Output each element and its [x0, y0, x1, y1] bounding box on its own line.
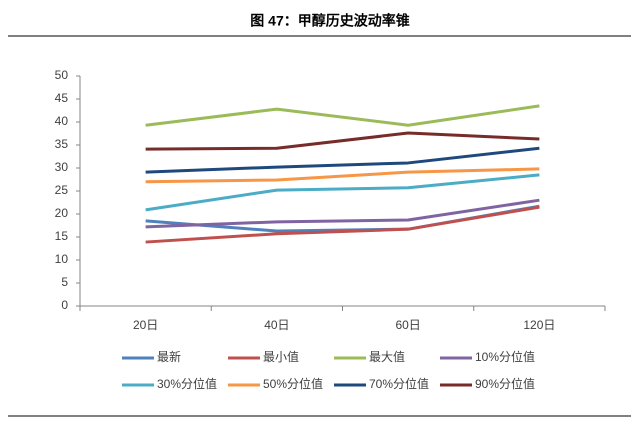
y-tick-label: 10 [55, 252, 69, 266]
y-tick-label: 35 [55, 137, 69, 151]
x-tick-label: 20日 [133, 318, 158, 332]
chart-title: 图 47：甲醇历史波动率锥 [250, 13, 409, 29]
series-line [145, 167, 540, 184]
legend-label: 最新 [157, 349, 181, 364]
y-tick-label: 50 [55, 68, 69, 82]
y-tick-label: 0 [61, 298, 68, 312]
legend-label: 50%分位值 [263, 376, 323, 391]
series-line [145, 173, 540, 212]
y-tick-label: 45 [55, 91, 69, 105]
y-tick-label: 25 [55, 183, 69, 197]
series-line [145, 104, 540, 127]
series-line [145, 198, 540, 229]
legend-label: 10%分位值 [475, 349, 535, 364]
legend-label: 70%分位值 [369, 376, 429, 391]
series-line [145, 131, 540, 151]
legend-label: 最大值 [369, 349, 405, 364]
x-tick-label: 40日 [264, 318, 289, 332]
x-tick-label: 60日 [395, 318, 420, 332]
y-tick-label: 40 [55, 114, 69, 128]
x-tick-label: 120日 [523, 318, 555, 332]
y-tick-label: 20 [55, 206, 69, 220]
y-tick-label: 15 [55, 229, 69, 243]
legend-label: 30%分位值 [157, 376, 217, 391]
legend-label: 最小值 [263, 349, 299, 364]
series-line [145, 146, 540, 174]
y-tick-label: 30 [55, 160, 69, 174]
legend-label: 90%分位值 [475, 376, 535, 391]
series-line [145, 205, 540, 244]
y-tick-label: 5 [61, 275, 68, 289]
